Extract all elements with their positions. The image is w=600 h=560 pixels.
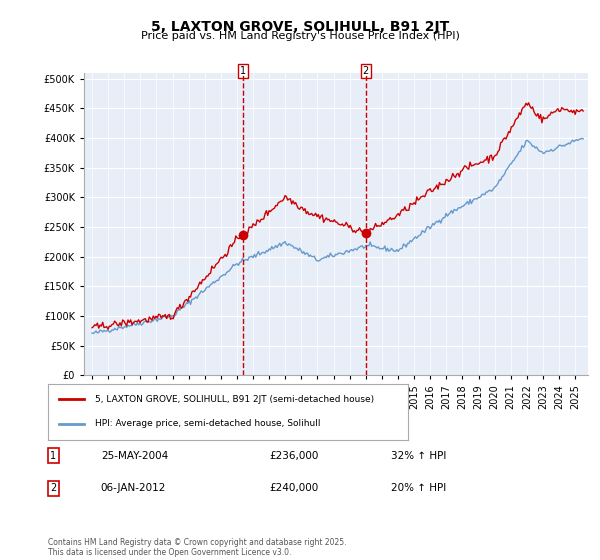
Text: £240,000: £240,000	[270, 483, 319, 493]
Text: £236,000: £236,000	[270, 451, 319, 461]
Text: 06-JAN-2012: 06-JAN-2012	[101, 483, 166, 493]
Text: 20% ↑ HPI: 20% ↑ HPI	[391, 483, 446, 493]
Text: 1: 1	[241, 66, 247, 76]
Text: 5, LAXTON GROVE, SOLIHULL, B91 2JT: 5, LAXTON GROVE, SOLIHULL, B91 2JT	[151, 20, 449, 34]
Text: 2: 2	[50, 483, 56, 493]
Text: 2: 2	[362, 66, 369, 76]
Text: 25-MAY-2004: 25-MAY-2004	[101, 451, 168, 461]
Text: 32% ↑ HPI: 32% ↑ HPI	[391, 451, 446, 461]
Text: HPI: Average price, semi-detached house, Solihull: HPI: Average price, semi-detached house,…	[95, 419, 320, 428]
Text: 1: 1	[50, 451, 56, 461]
Text: Price paid vs. HM Land Registry's House Price Index (HPI): Price paid vs. HM Land Registry's House …	[140, 31, 460, 41]
Text: 5, LAXTON GROVE, SOLIHULL, B91 2JT (semi-detached house): 5, LAXTON GROVE, SOLIHULL, B91 2JT (semi…	[95, 395, 374, 404]
Text: Contains HM Land Registry data © Crown copyright and database right 2025.
This d: Contains HM Land Registry data © Crown c…	[48, 538, 347, 557]
